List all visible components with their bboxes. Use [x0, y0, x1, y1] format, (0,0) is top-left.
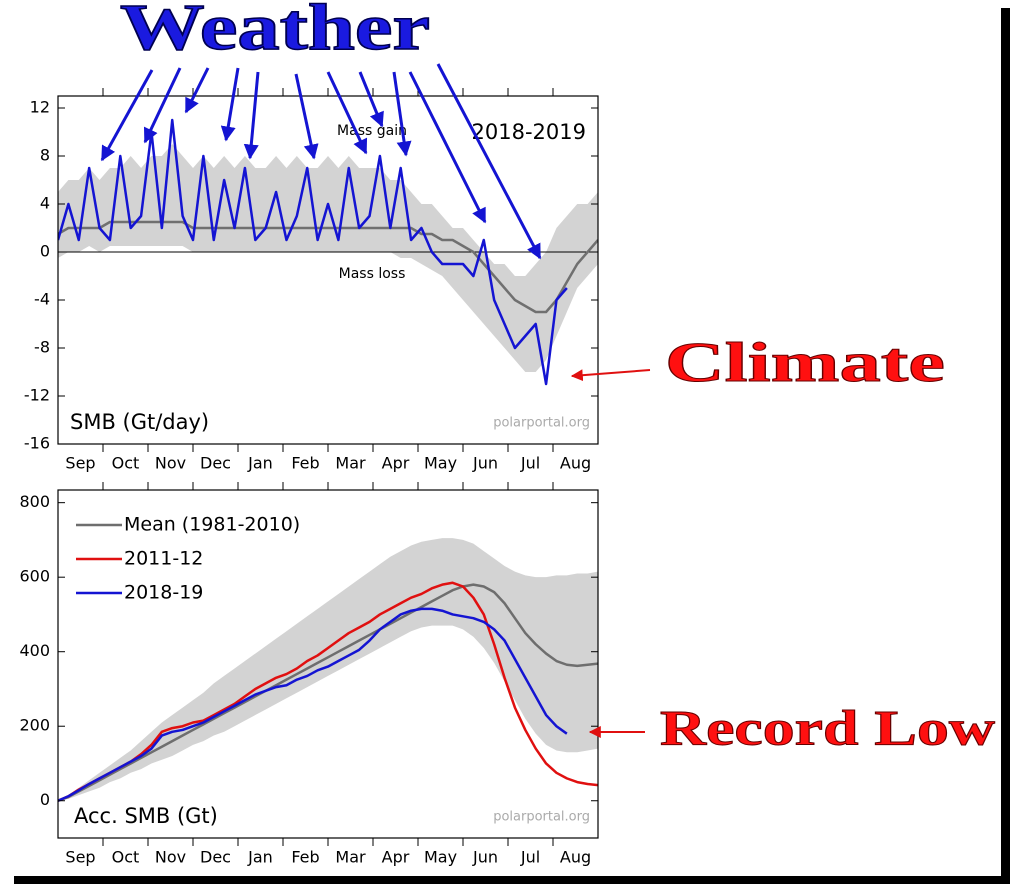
- y-tick-label: -16: [24, 434, 50, 453]
- x-tick-label: Jun: [472, 454, 498, 473]
- annotation: Mass loss: [339, 266, 406, 282]
- x-tick-label: Oct: [112, 848, 140, 867]
- x-tick-label: Jan: [247, 848, 273, 867]
- shadow-right: [1001, 8, 1010, 884]
- y-tick-label: -4: [34, 290, 50, 309]
- y-tick-label: 200: [19, 716, 50, 735]
- y-tick-label: 400: [19, 641, 50, 660]
- source: polarportal.org: [493, 810, 590, 825]
- x-tick-label: Nov: [155, 454, 186, 473]
- y-tick-label: 0: [40, 790, 50, 809]
- series-line: [58, 607, 568, 802]
- y-tick-label: -8: [34, 338, 50, 357]
- weather-label: Weather: [120, 0, 430, 64]
- x-tick-label: Jun: [472, 848, 498, 867]
- x-tick-label: Oct: [112, 454, 140, 473]
- range-band: [58, 144, 598, 372]
- x-tick-label: Sep: [65, 848, 95, 867]
- y-tick-label: 12: [30, 98, 50, 117]
- plots: -16 -12 -8 -4 0 4 8 12 Sep Oct Nov Dec Jan Feb Mar Apr M…: [19, 88, 599, 867]
- series-line: [58, 118, 568, 386]
- x-tick-label: Aug: [560, 848, 591, 867]
- source: polarportal.org: [493, 416, 590, 431]
- x-tick-label: Dec: [200, 848, 231, 867]
- x-tick-label: Jul: [520, 454, 540, 473]
- weather-arrows: [100, 63, 542, 260]
- x-tick-label: Feb: [291, 454, 319, 473]
- y-tick-label: -12: [24, 386, 50, 405]
- y-label: SMB (Gt/day): [70, 410, 209, 434]
- climate-label: Climate: [665, 332, 945, 394]
- x-tick-label: Apr: [382, 454, 410, 473]
- plot-area: [58, 538, 598, 802]
- y-tick-label: 800: [19, 492, 50, 511]
- legend-label: 2018-19: [124, 582, 203, 604]
- series-line: [58, 220, 598, 314]
- climate-arrow: [570, 369, 651, 382]
- y-tick-label: 4: [40, 194, 50, 213]
- x-tick-label: Feb: [291, 848, 319, 867]
- x-tick-label: Apr: [382, 848, 410, 867]
- legend-label: 2011-12: [124, 548, 203, 570]
- y-tick-label: 600: [19, 567, 50, 586]
- legend-label: Mean (1981-2010): [124, 514, 300, 536]
- x-tick-label: Dec: [200, 454, 231, 473]
- series-line: [58, 583, 598, 802]
- shadow-bottom: [14, 876, 1010, 884]
- series-line: [58, 581, 598, 802]
- y-tick-label: 8: [40, 146, 50, 165]
- record-low-label: Record Low: [660, 699, 995, 755]
- x-tick-label: Mar: [335, 454, 366, 473]
- y-label: Acc. SMB (Gt): [74, 804, 218, 828]
- x-tick-label: Jul: [520, 848, 540, 867]
- x-tick-label: May: [424, 454, 457, 473]
- x-tick-label: Nov: [155, 848, 186, 867]
- x-tick-label: Mar: [335, 848, 366, 867]
- range-band: [58, 538, 598, 801]
- chart-title: 2018-2019: [472, 120, 586, 144]
- x-tick-label: Sep: [65, 454, 95, 473]
- x-tick-label: Jan: [247, 454, 273, 473]
- x-tick-label: May: [424, 848, 457, 867]
- x-tick-label: Aug: [560, 454, 591, 473]
- plot-area: [58, 118, 598, 386]
- y-tick-label: 0: [40, 242, 50, 261]
- annotation: Mass gain: [337, 123, 407, 139]
